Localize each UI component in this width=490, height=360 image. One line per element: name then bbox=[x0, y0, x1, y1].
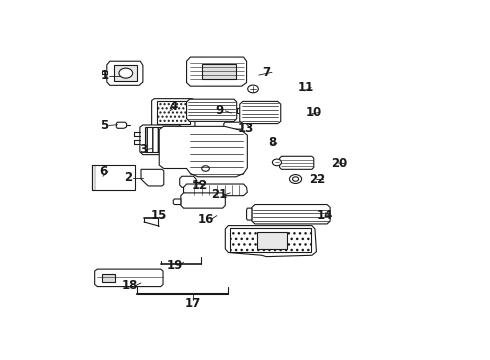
Bar bbox=[257, 232, 287, 249]
Polygon shape bbox=[184, 184, 247, 195]
Text: 6: 6 bbox=[99, 165, 108, 178]
Polygon shape bbox=[187, 99, 237, 121]
Text: 18: 18 bbox=[122, 279, 139, 292]
Circle shape bbox=[119, 68, 133, 78]
Polygon shape bbox=[246, 208, 252, 220]
Circle shape bbox=[248, 85, 258, 93]
Polygon shape bbox=[102, 71, 107, 74]
Polygon shape bbox=[145, 127, 178, 152]
Text: 14: 14 bbox=[317, 209, 333, 222]
Text: 21: 21 bbox=[212, 188, 228, 201]
Text: 15: 15 bbox=[151, 209, 168, 222]
Polygon shape bbox=[157, 100, 190, 125]
Text: 17: 17 bbox=[185, 297, 201, 310]
Polygon shape bbox=[225, 226, 317, 257]
Circle shape bbox=[293, 177, 298, 181]
Polygon shape bbox=[95, 269, 163, 287]
Polygon shape bbox=[116, 122, 126, 128]
Polygon shape bbox=[92, 165, 135, 190]
Text: 11: 11 bbox=[298, 81, 314, 94]
Circle shape bbox=[290, 175, 302, 184]
Polygon shape bbox=[141, 169, 164, 186]
Polygon shape bbox=[107, 61, 143, 85]
Text: 10: 10 bbox=[306, 106, 322, 119]
Polygon shape bbox=[151, 99, 195, 128]
Text: 20: 20 bbox=[331, 157, 348, 170]
Polygon shape bbox=[230, 228, 311, 252]
Text: 22: 22 bbox=[310, 172, 326, 185]
Circle shape bbox=[202, 166, 209, 171]
Polygon shape bbox=[280, 156, 314, 169]
Polygon shape bbox=[187, 57, 246, 86]
Bar bbox=[202, 64, 236, 79]
Polygon shape bbox=[173, 199, 181, 204]
Polygon shape bbox=[224, 122, 243, 129]
Text: 5: 5 bbox=[99, 119, 108, 132]
Bar bbox=[102, 274, 115, 282]
Text: 19: 19 bbox=[166, 259, 183, 272]
Text: 4: 4 bbox=[169, 100, 177, 113]
Text: 3: 3 bbox=[139, 143, 147, 156]
Polygon shape bbox=[180, 176, 196, 187]
Polygon shape bbox=[140, 125, 182, 155]
Circle shape bbox=[272, 159, 281, 166]
Text: 7: 7 bbox=[262, 66, 270, 79]
Text: 12: 12 bbox=[192, 179, 208, 192]
Polygon shape bbox=[252, 204, 330, 224]
Text: 8: 8 bbox=[268, 136, 276, 149]
Polygon shape bbox=[115, 66, 137, 81]
Polygon shape bbox=[237, 108, 243, 113]
Polygon shape bbox=[181, 193, 225, 208]
Text: 13: 13 bbox=[238, 122, 254, 135]
Polygon shape bbox=[159, 126, 247, 177]
Text: 16: 16 bbox=[198, 213, 215, 226]
Polygon shape bbox=[240, 102, 281, 123]
Text: 9: 9 bbox=[216, 104, 224, 117]
Text: 2: 2 bbox=[123, 171, 132, 184]
Text: 1: 1 bbox=[101, 69, 109, 82]
